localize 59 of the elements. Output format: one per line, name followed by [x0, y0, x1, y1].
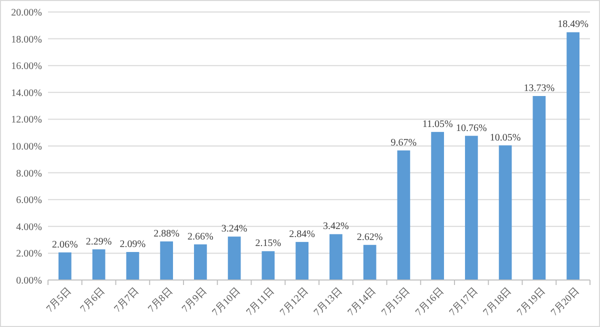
- bar: [431, 132, 444, 280]
- data-label: 9.67%: [390, 137, 417, 148]
- y-tick-label: 10.00%: [11, 142, 42, 152]
- x-tick-label: 7月19日: [515, 286, 548, 318]
- bar: [228, 236, 241, 280]
- x-tick-label: 7月5日: [44, 286, 74, 315]
- data-label: 2.29%: [86, 236, 112, 248]
- y-tick-label: 20.00%: [11, 8, 42, 18]
- bar: [58, 252, 72, 280]
- data-label: 2.15%: [255, 238, 282, 250]
- data-label: 11.05%: [422, 118, 453, 130]
- data-label: 10.76%: [456, 122, 487, 134]
- bar: [498, 145, 512, 280]
- x-tick-label: 7月7日: [112, 286, 142, 315]
- bar: [262, 251, 275, 280]
- bar: [397, 150, 410, 280]
- x-tick-label: 7月6日: [78, 286, 108, 315]
- bar: [296, 242, 308, 280]
- data-label: 2.06%: [52, 239, 78, 250]
- y-tick-label: 12.00%: [11, 114, 42, 126]
- y-tick-label: 4.00%: [16, 222, 42, 233]
- y-tick-label: 18.00%: [11, 34, 42, 46]
- bar: [465, 136, 478, 280]
- x-tick-label: 7月8日: [146, 286, 176, 315]
- bar: [532, 96, 546, 280]
- x-tick-label: 7月18日: [481, 286, 514, 318]
- x-tick-label: 7月13日: [312, 286, 345, 318]
- bar: [363, 244, 376, 280]
- bar: [566, 32, 580, 280]
- x-tick-label: 7月11日: [244, 286, 277, 318]
- data-label: 18.49%: [558, 19, 588, 30]
- bar: [330, 234, 342, 280]
- bar: [126, 252, 140, 280]
- data-label: 2.09%: [120, 238, 146, 250]
- y-tick-label: 2.00%: [16, 248, 42, 260]
- y-tick-label: 8.00%: [16, 168, 42, 180]
- x-tick-label: 7月9日: [180, 286, 210, 315]
- data-label: 3.24%: [221, 224, 248, 235]
- data-label: 10.05%: [490, 132, 521, 144]
- data-label: 3.42%: [323, 221, 349, 232]
- data-label: 13.73%: [524, 83, 555, 94]
- y-tick-label: 6.00%: [16, 195, 42, 206]
- y-tick-label: 16.00%: [11, 61, 42, 72]
- y-tick-label: 0.00%: [16, 276, 42, 286]
- bar: [194, 244, 207, 280]
- x-tick-label: 7月14日: [346, 286, 378, 318]
- x-tick-label: 7月16日: [414, 286, 446, 318]
- x-tick-label: 7月17日: [448, 286, 480, 318]
- data-label: 2.88%: [154, 228, 180, 240]
- bar: [92, 249, 106, 280]
- x-tick-label: 7月10日: [210, 286, 243, 318]
- data-label: 2.62%: [356, 232, 383, 243]
- data-label: 2.66%: [188, 231, 214, 242]
- data-label: 2.84%: [289, 228, 315, 240]
- y-tick-label: 14.00%: [11, 88, 42, 99]
- bar: [160, 241, 173, 280]
- x-tick-label: 7月15日: [380, 286, 412, 318]
- x-tick-label: 7月12日: [278, 286, 311, 318]
- x-tick-label: 7月20日: [549, 286, 582, 318]
